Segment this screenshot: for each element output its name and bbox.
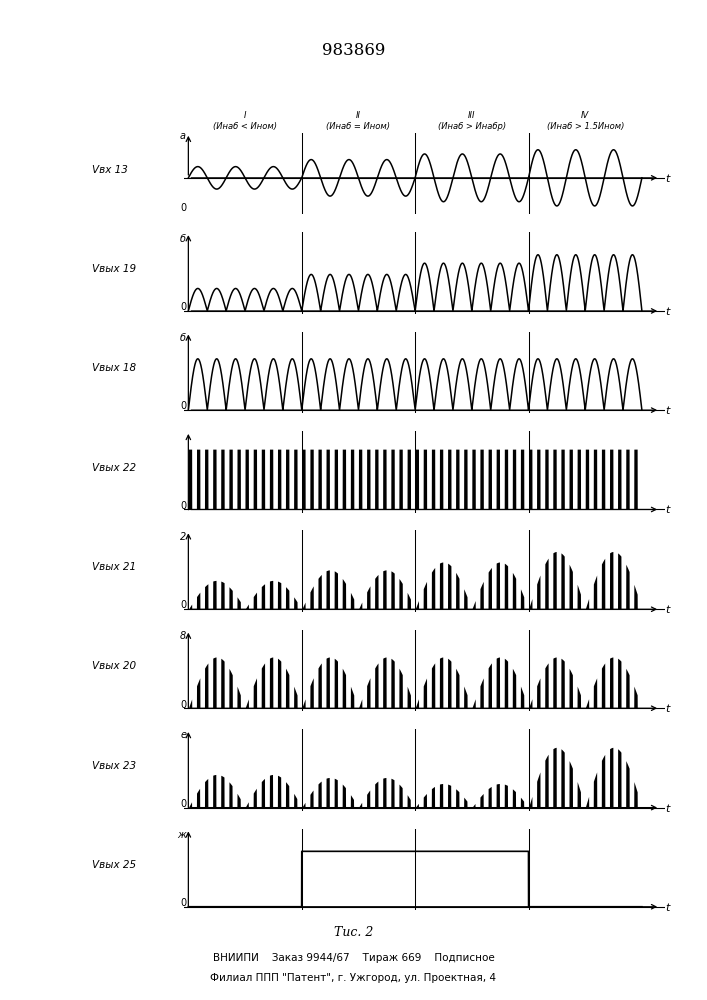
Text: 983869: 983869 bbox=[322, 42, 385, 59]
Text: а: а bbox=[180, 131, 186, 141]
Text: $t$: $t$ bbox=[665, 702, 671, 714]
Text: 0: 0 bbox=[180, 600, 186, 610]
Text: 0: 0 bbox=[180, 799, 186, 809]
Text: $t$: $t$ bbox=[665, 802, 671, 814]
Text: е: е bbox=[180, 730, 186, 740]
Text: $t$: $t$ bbox=[665, 172, 671, 184]
Text: 0: 0 bbox=[180, 203, 186, 213]
Text: Vвых 21: Vвых 21 bbox=[93, 562, 136, 572]
Text: Vвых 23: Vвых 23 bbox=[93, 761, 136, 771]
Text: 8: 8 bbox=[180, 631, 186, 641]
Text: 0: 0 bbox=[180, 302, 186, 312]
Text: IV
(Инаб > 1.5Ином): IV (Инаб > 1.5Ином) bbox=[547, 111, 624, 131]
Text: Vвых 25: Vвых 25 bbox=[93, 860, 136, 870]
Text: II
(Инаб = Ином): II (Инаб = Ином) bbox=[327, 111, 390, 131]
Text: $t$: $t$ bbox=[665, 404, 671, 416]
Text: Vвых 18: Vвых 18 bbox=[93, 363, 136, 373]
Text: 0: 0 bbox=[180, 401, 186, 411]
Text: Τис. 2: Τис. 2 bbox=[334, 926, 373, 938]
Text: $t$: $t$ bbox=[665, 503, 671, 515]
Text: Vвх 13: Vвх 13 bbox=[93, 165, 129, 175]
Text: $t$: $t$ bbox=[665, 305, 671, 317]
Text: 0: 0 bbox=[180, 700, 186, 710]
Text: III
(Инаб > Инабр): III (Инаб > Инабр) bbox=[438, 111, 506, 131]
Text: $t$: $t$ bbox=[665, 901, 671, 913]
Text: $t$: $t$ bbox=[665, 603, 671, 615]
Text: Vвых 19: Vвых 19 bbox=[93, 264, 136, 274]
Text: б: б bbox=[180, 333, 186, 343]
Text: I
(Инаб < Ином): I (Инаб < Ином) bbox=[213, 111, 277, 131]
Text: 0: 0 bbox=[180, 898, 186, 908]
Text: б: б bbox=[180, 234, 186, 244]
Text: 2: 2 bbox=[180, 532, 186, 542]
Text: 0: 0 bbox=[180, 501, 186, 511]
Text: ВНИИПИ    Заказ 9944/67    Тираж 669    Подписное: ВНИИПИ Заказ 9944/67 Тираж 669 Подписное bbox=[213, 953, 494, 963]
Text: Vвых 22: Vвых 22 bbox=[93, 463, 136, 473]
Text: Филиал ППП "Патент", г. Ужгород, ул. Проектная, 4: Филиал ППП "Патент", г. Ужгород, ул. Про… bbox=[211, 973, 496, 983]
Text: ж: ж bbox=[177, 830, 186, 840]
Text: Vвых 20: Vвых 20 bbox=[93, 661, 136, 671]
